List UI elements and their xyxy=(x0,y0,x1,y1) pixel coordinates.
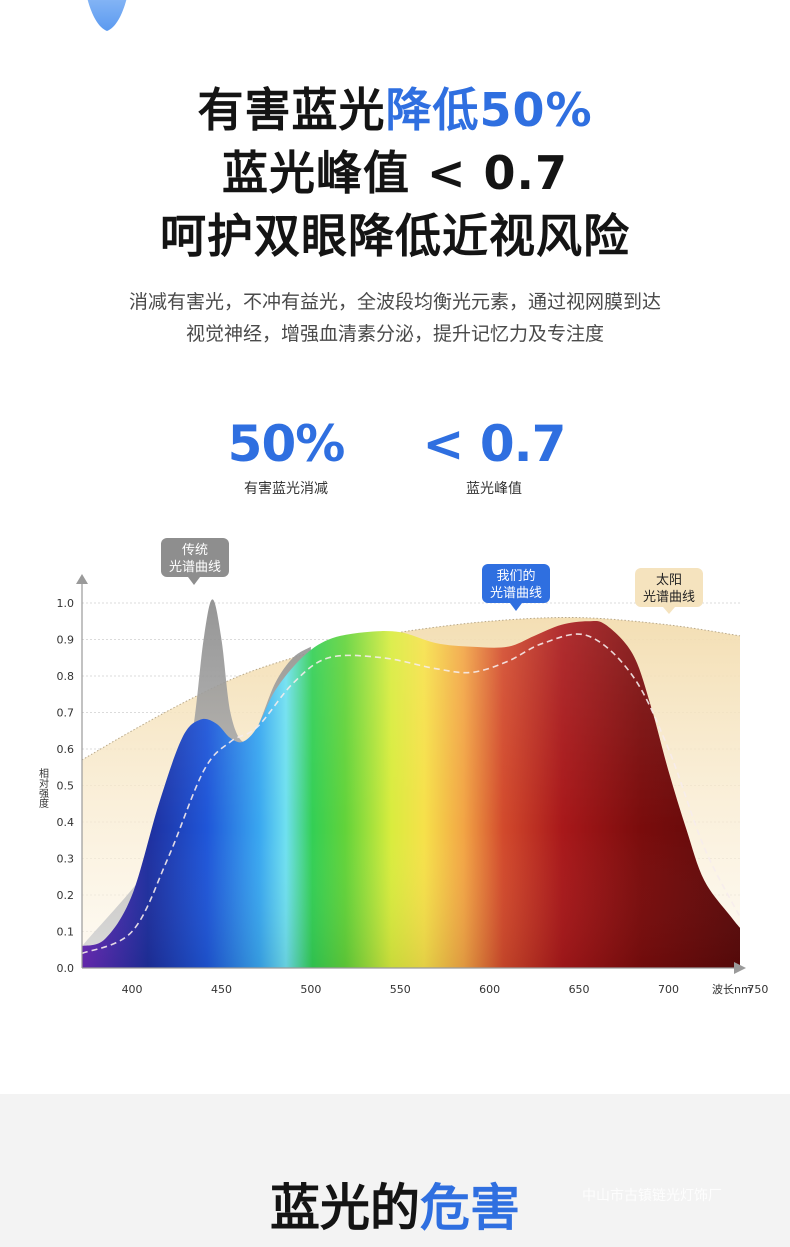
y-tick-label: 0.1 xyxy=(57,926,75,939)
headline-line-3: 呵护双眼降低近视风险 xyxy=(160,209,630,263)
y-axis-arrow-icon xyxy=(76,574,88,584)
x-tick-label: 650 xyxy=(569,983,590,996)
y-tick-label: 1.0 xyxy=(57,597,75,610)
chart-axes xyxy=(76,574,746,974)
headline-blue-text: 降低50% xyxy=(385,83,593,137)
y-tick-label: 0.8 xyxy=(57,670,75,683)
y-tick-label: 0.5 xyxy=(57,780,75,793)
y-tick-label: 0.0 xyxy=(57,962,75,975)
callout-traditional: 传统 光谱曲线 xyxy=(161,538,229,585)
callout-sun-line-1: 太阳 xyxy=(656,573,682,588)
description-line-2: 视觉神经，增强血清素分泌，提升记忆力及专注度 xyxy=(185,323,604,345)
section-title-blue: 危害 xyxy=(420,1179,520,1237)
x-tick-label: 700 xyxy=(658,983,679,996)
decorative-drop-icon xyxy=(87,0,127,31)
description-line-1: 消减有害光，不冲有益光，全波段均衡光元素，通过视网膜到达 xyxy=(128,291,661,313)
x-tick-label: 550 xyxy=(390,983,411,996)
stat-label-reduction: 有害蓝光消减 xyxy=(244,481,328,497)
our-spectrum-layer xyxy=(82,620,740,968)
y-tick-label: 0.9 xyxy=(57,634,75,647)
spectrum-chart: 0.0 0.1 0.2 0.3 0.4 0.5 0.6 0.7 0.8 0.9 1.0 400 450 5… xyxy=(37,538,769,996)
stat-value-peak: < 0.7 xyxy=(422,415,567,473)
x-tick-label: 750 xyxy=(747,983,768,996)
y-tick-label: 0.4 xyxy=(57,816,75,829)
headline-line-1: 有害蓝光降低50% xyxy=(0,80,790,140)
watermark-text: 中山市古镇链光灯饰厂 xyxy=(582,1188,722,1204)
callout-ours-line-2: 光谱曲线 xyxy=(490,586,542,601)
y-tick-label: 0.3 xyxy=(57,853,75,866)
our-spectrum-shade xyxy=(82,620,740,968)
y-axis-label: 相对强度 xyxy=(37,767,49,809)
x-tick-label: 500 xyxy=(300,983,321,996)
bottom-section-background xyxy=(0,1094,790,1247)
x-axis-arrow-icon xyxy=(734,962,746,974)
section-title: 蓝光的危害 xyxy=(0,1176,790,1240)
stat-value-reduction: 50% xyxy=(227,415,346,473)
callout-ours-line-1: 我们的 xyxy=(496,568,535,584)
section-title-black: 蓝光的 xyxy=(270,1179,420,1237)
chart-ticks: 0.0 0.1 0.2 0.3 0.4 0.5 0.6 0.7 0.8 0.9 1.0 400 450 5… xyxy=(57,597,769,996)
callout-traditional-line-1: 传统 xyxy=(182,543,208,558)
low-blue-dashed-line xyxy=(81,633,741,955)
callout-ours: 我们的 光谱曲线 xyxy=(482,564,550,611)
y-tick-label: 0.2 xyxy=(57,889,75,902)
x-tick-label: 600 xyxy=(479,983,500,996)
callout-sun-line-2: 光谱曲线 xyxy=(643,590,695,605)
y-tick-label: 0.7 xyxy=(57,707,75,720)
y-tick-label: 0.6 xyxy=(57,743,75,756)
x-axis-label: 波长nm xyxy=(712,983,752,996)
low-blue-dashed-layer xyxy=(81,633,741,955)
stat-label-peak: 蓝光峰值 xyxy=(466,481,522,497)
x-tick-label: 400 xyxy=(122,983,143,996)
callout-traditional-line-2: 光谱曲线 xyxy=(169,560,221,575)
x-tick-label: 450 xyxy=(211,983,232,996)
headline-black-text: 有害蓝光 xyxy=(197,83,386,137)
callout-sun: 太阳 光谱曲线 xyxy=(635,568,703,614)
headline-line-2: 蓝光峰值 < 0.7 xyxy=(221,146,569,200)
